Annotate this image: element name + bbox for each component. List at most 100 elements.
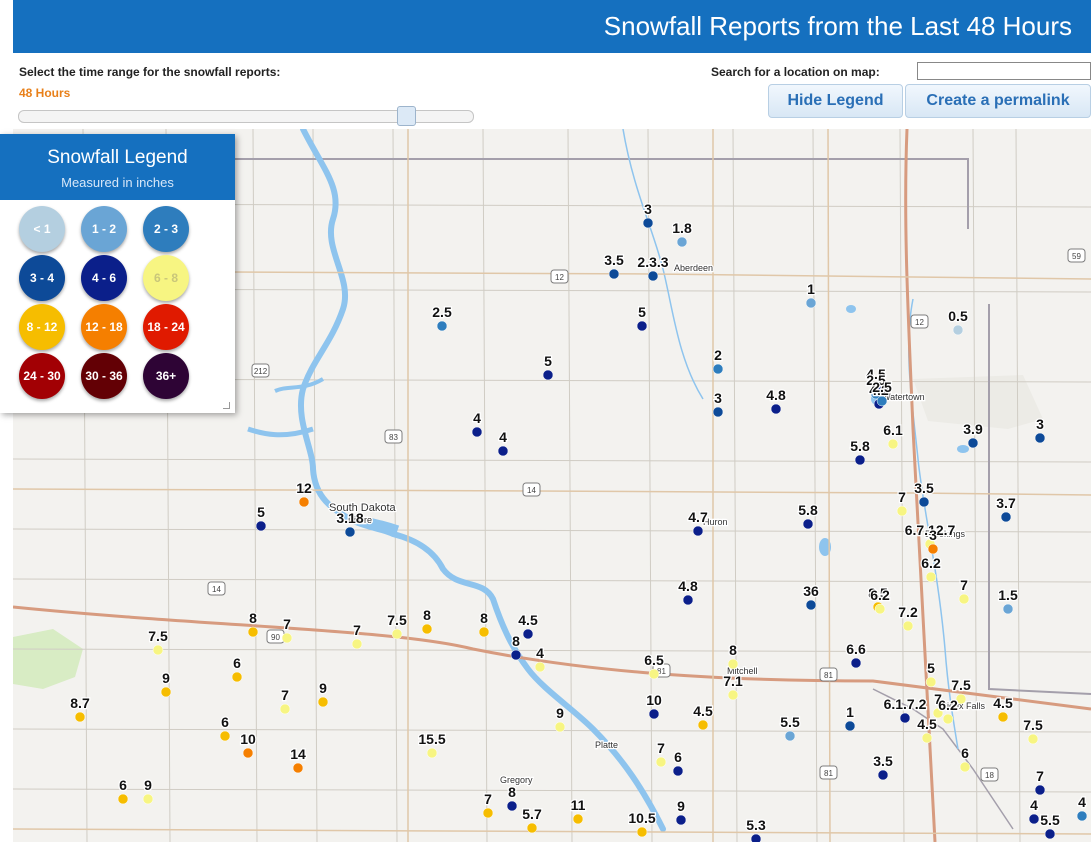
- snow-report-dot[interactable]: [921, 732, 933, 744]
- snow-report-dot[interactable]: [927, 543, 939, 555]
- snow-report-dot[interactable]: [1027, 733, 1039, 745]
- snow-report-dot[interactable]: [160, 686, 172, 698]
- snow-report-dot[interactable]: [279, 703, 291, 715]
- snow-report-dot[interactable]: [534, 661, 546, 673]
- snow-report-dot[interactable]: [636, 826, 648, 838]
- snow-report-dot[interactable]: [648, 668, 660, 680]
- snow-report-label: 4: [473, 410, 481, 426]
- snow-report-dot[interactable]: [676, 236, 688, 248]
- snow-report-dot[interactable]: [682, 594, 694, 606]
- snow-report-dot[interactable]: [870, 388, 882, 400]
- snow-report-dot[interactable]: [784, 730, 796, 742]
- time-range-slider-handle[interactable]: [397, 106, 416, 126]
- snow-report-dot[interactable]: [482, 807, 494, 819]
- location-search-input[interactable]: [917, 62, 1091, 80]
- snow-report-dot[interactable]: [952, 324, 964, 336]
- snow-report-dot[interactable]: [497, 445, 509, 457]
- snow-report-dot[interactable]: [281, 632, 293, 644]
- snow-report-dot[interactable]: [608, 268, 620, 280]
- snow-report-dot[interactable]: [802, 518, 814, 530]
- map-canvas[interactable]: 1212212831414908181811859AberdeenWaterto…: [13, 129, 1091, 842]
- snow-report-dot[interactable]: [942, 713, 954, 725]
- snow-report-dot[interactable]: [506, 800, 518, 812]
- snow-report-dot[interactable]: [1076, 810, 1088, 822]
- snow-report-dot[interactable]: [697, 719, 709, 731]
- snow-report-dot[interactable]: [526, 822, 538, 834]
- snow-report-dot[interactable]: [298, 496, 310, 508]
- snow-report-dot[interactable]: [471, 426, 483, 438]
- snow-report-dot[interactable]: [1034, 432, 1046, 444]
- snow-report-dot[interactable]: [887, 438, 899, 450]
- snow-report-dot[interactable]: [874, 603, 886, 615]
- time-range-slider[interactable]: [18, 110, 474, 123]
- snow-report-dot[interactable]: [554, 721, 566, 733]
- snow-report-dot[interactable]: [636, 320, 648, 332]
- snow-report-dot[interactable]: [932, 707, 944, 719]
- snow-report-dot[interactable]: [391, 628, 403, 640]
- snow-report-dot[interactable]: [117, 793, 129, 805]
- snow-report-dot[interactable]: [351, 638, 363, 650]
- snow-report-dot[interactable]: [902, 620, 914, 632]
- snow-report-dot[interactable]: [421, 623, 433, 635]
- snow-report-dot[interactable]: [876, 395, 888, 407]
- snow-report-dot[interactable]: [647, 270, 659, 282]
- snow-report-dot[interactable]: [572, 813, 584, 825]
- legend-resize-handle[interactable]: [223, 402, 230, 409]
- snow-report-dot[interactable]: [844, 720, 856, 732]
- snow-report-dot[interactable]: [672, 765, 684, 777]
- snow-report-dot[interactable]: [142, 793, 154, 805]
- snow-report-dot[interactable]: [1000, 511, 1012, 523]
- snow-report-dot[interactable]: [712, 363, 724, 375]
- snow-report-dot[interactable]: [1028, 813, 1040, 825]
- snow-report-label: 7.1: [723, 673, 743, 689]
- snow-report-dot[interactable]: [655, 756, 667, 768]
- snow-report-dot[interactable]: [675, 814, 687, 826]
- snow-report-dot[interactable]: [959, 761, 971, 773]
- snow-report-dot[interactable]: [292, 762, 304, 774]
- snow-report-dot[interactable]: [997, 711, 1009, 723]
- snow-report-label: 3.7: [996, 495, 1016, 511]
- snow-report-dot[interactable]: [850, 657, 862, 669]
- snow-report-dot[interactable]: [219, 730, 231, 742]
- snow-report-dot[interactable]: [648, 708, 660, 720]
- snow-report-dot[interactable]: [805, 599, 817, 611]
- snow-report-dot[interactable]: [712, 406, 724, 418]
- snow-report-dot[interactable]: [231, 671, 243, 683]
- snow-report-dot[interactable]: [74, 711, 86, 723]
- snow-report-dot[interactable]: [344, 526, 356, 538]
- snow-report-dot[interactable]: [436, 320, 448, 332]
- snow-report-dot[interactable]: [805, 297, 817, 309]
- snow-report-dot[interactable]: [242, 747, 254, 759]
- snow-report-dot[interactable]: [770, 403, 782, 415]
- snow-report-dot[interactable]: [727, 658, 739, 670]
- snow-report-dot[interactable]: [247, 626, 259, 638]
- snow-report-dot[interactable]: [255, 520, 267, 532]
- snow-report-dot[interactable]: [854, 454, 866, 466]
- snow-report-dot[interactable]: [510, 649, 522, 661]
- snow-report-dot[interactable]: [426, 747, 438, 759]
- snow-report-dot[interactable]: [727, 689, 739, 701]
- snow-report-dot[interactable]: [925, 676, 937, 688]
- snow-report-dot[interactable]: [317, 696, 329, 708]
- snow-report-label: 6.1.7.2: [884, 696, 927, 712]
- create-permalink-button[interactable]: Create a permalink: [905, 84, 1091, 118]
- hide-legend-button[interactable]: Hide Legend: [768, 84, 903, 118]
- snow-report-dot[interactable]: [750, 833, 762, 842]
- snow-report-dot[interactable]: [478, 626, 490, 638]
- snow-report-dot[interactable]: [542, 369, 554, 381]
- snow-report-dot[interactable]: [918, 496, 930, 508]
- snow-report-dot[interactable]: [522, 628, 534, 640]
- snow-report-dot[interactable]: [899, 712, 911, 724]
- snow-report-dot[interactable]: [642, 217, 654, 229]
- snow-report-dot[interactable]: [958, 593, 970, 605]
- snow-report-dot[interactable]: [925, 571, 937, 583]
- snow-report-dot[interactable]: [1002, 603, 1014, 615]
- snow-report-dot[interactable]: [1034, 784, 1046, 796]
- snow-report-dot[interactable]: [692, 525, 704, 537]
- snow-report-dot[interactable]: [967, 437, 979, 449]
- snow-report-dot[interactable]: [152, 644, 164, 656]
- snow-report-dot[interactable]: [877, 769, 889, 781]
- snow-report-dot[interactable]: [955, 693, 967, 705]
- snow-report-dot[interactable]: [1044, 828, 1056, 840]
- snow-report-dot[interactable]: [896, 505, 908, 517]
